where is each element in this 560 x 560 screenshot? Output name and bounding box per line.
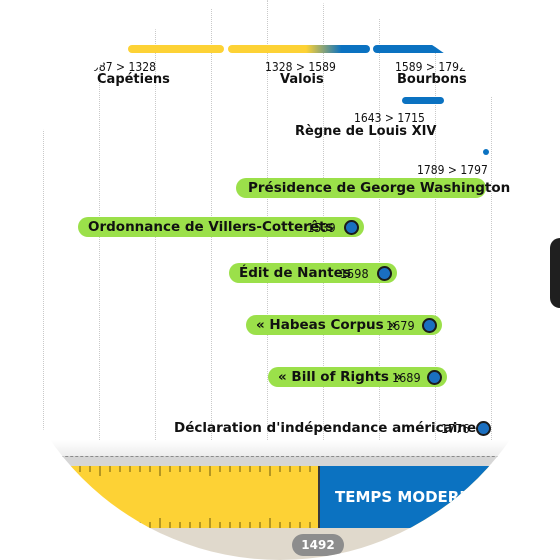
year-grid-line <box>491 0 492 470</box>
event-edit-de-nantes[interactable]: Édit de Nantes 1598 <box>229 263 397 283</box>
event-marker[interactable] <box>476 421 491 436</box>
event-year: 1539 <box>307 220 336 235</box>
dynasty-years: 1328 > 1589 <box>265 60 336 74</box>
dynasty-bar-capetiens[interactable] <box>128 45 224 53</box>
presidency-years: 1789 > 1797 <box>417 163 488 177</box>
event-bill-of-rights[interactable]: « Bill of Rights » 1689 <box>268 367 447 387</box>
year-grid-line <box>435 0 436 470</box>
year-strip <box>0 528 560 560</box>
ruler-ticks-yellow <box>9 466 311 528</box>
event-marker[interactable] <box>377 266 392 281</box>
dynasty-bar-valois[interactable] <box>228 45 370 53</box>
event-year: 1598 <box>340 266 369 281</box>
event-villers-cotterets[interactable]: Ordonnance de Villers-Cotterêts 1539 <box>78 217 364 237</box>
event-marker[interactable] <box>422 318 437 333</box>
period-label: TEMPS MODERNES <box>335 488 493 506</box>
year-grid-line <box>379 0 380 470</box>
timeline-shadow <box>0 440 560 456</box>
reign-name: Règne de Louis XIV <box>295 124 437 139</box>
event-year: 1689 <box>392 370 421 385</box>
event-marker[interactable] <box>427 370 442 385</box>
event-habeas-corpus[interactable]: « Habeas Corpus » 1679 <box>246 315 442 335</box>
dynasty-name: Bourbons <box>397 72 467 87</box>
period-band-modern-times[interactable]: TEMPS MODERNES <box>319 466 560 528</box>
presidency-washington[interactable]: Présidence de George Washington <box>236 178 510 198</box>
event-label-declaration[interactable]: Déclaration d'indépendance américaine <box>174 420 477 436</box>
dynasty-bar-bourbons[interactable] <box>373 45 493 53</box>
dynasty-years: 1589 > 1792 <box>395 60 466 74</box>
event-label: « Bill of Rights » <box>278 369 403 385</box>
period-boundary-marker <box>318 466 320 528</box>
dynasty-name: Valois <box>280 72 324 87</box>
event-marker[interactable] <box>344 220 359 235</box>
year-grid-line <box>43 0 44 470</box>
reign-years: 1643 > 1715 <box>354 111 425 125</box>
event-label: Ordonnance de Villers-Cotterêts <box>88 219 334 235</box>
event-year: 1776 <box>441 421 470 436</box>
event-label: Édit de Nantes <box>239 265 351 281</box>
dynasty-years: 987 > 1328 <box>92 60 156 74</box>
start-year-label: 1492 <box>301 538 335 552</box>
reign-bar-louis-xiv[interactable] <box>402 97 444 104</box>
event-label: « Habeas Corpus » <box>256 317 398 333</box>
presidency-label: Présidence de George Washington <box>248 180 511 196</box>
start-year-badge[interactable]: 1492 <box>292 534 344 556</box>
side-handle[interactable] <box>550 238 560 308</box>
event-year: 1679 <box>386 318 415 333</box>
ruler-divider <box>0 456 560 467</box>
presidency-bar-washington[interactable] <box>483 149 489 155</box>
dynasty-name: Capétiens <box>97 72 170 87</box>
